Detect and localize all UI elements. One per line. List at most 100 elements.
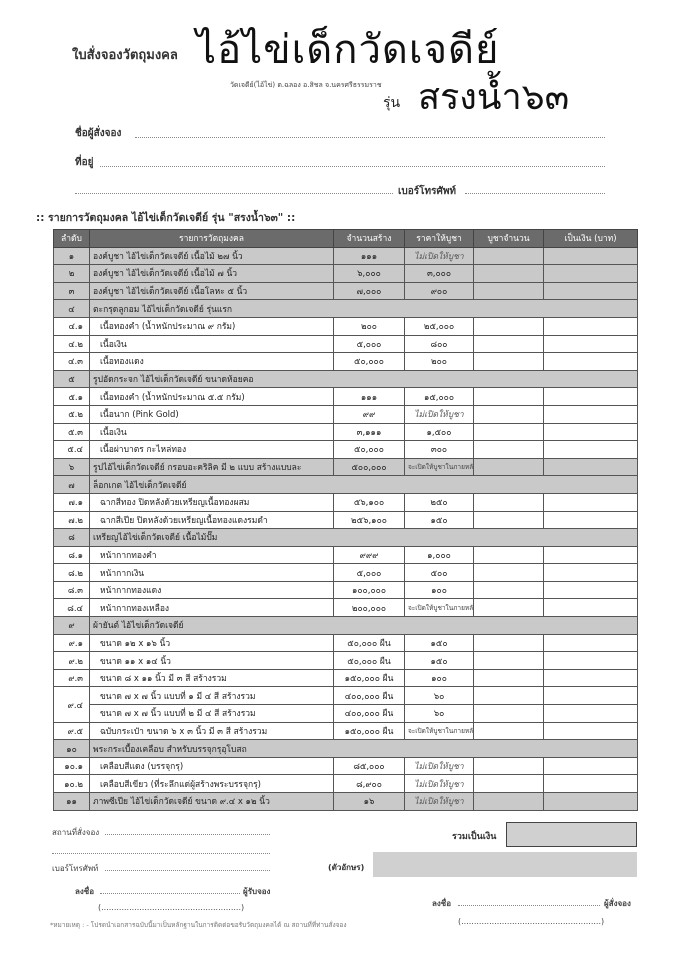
order-qty-cell[interactable] — [473, 651, 544, 670]
row-number: ๙.๕ — [53, 721, 90, 741]
amount-cell[interactable] — [543, 756, 638, 776]
total-box[interactable] — [506, 822, 637, 847]
row-number: ๙ — [53, 616, 90, 635]
amount-cell[interactable] — [543, 246, 638, 266]
table-row: ๖รูปไอ้ไข่เด็กวัดเจดีย์ กรอบอะคริลิค มี … — [53, 457, 638, 477]
amount-cell[interactable] — [543, 264, 638, 283]
col-header-item: รายการวัตถุมงคล — [89, 229, 334, 248]
address-field-line2[interactable] — [75, 193, 393, 194]
amount-cell[interactable] — [543, 281, 638, 301]
amount-cell[interactable] — [543, 563, 638, 582]
amount-cell[interactable] — [543, 316, 638, 336]
temple-address: วัดเจดีย์(ไอ้ไข่) ต.ฉลอง อ.สิชล จ.นครศรี… — [230, 81, 382, 89]
order-qty-cell[interactable] — [473, 246, 544, 266]
price-text: ๑,๐๐๐ — [427, 550, 451, 561]
order-qty-cell[interactable] — [473, 704, 544, 723]
phone-label: เบอร์โทรศัพท์ — [398, 186, 457, 197]
order-qty-cell[interactable] — [473, 792, 544, 811]
amount-cell[interactable] — [543, 334, 638, 354]
amount-cell[interactable] — [543, 404, 638, 424]
order-qty-cell[interactable] — [473, 352, 544, 371]
section-row: ๔ตะกรุดลูกอม ไอ้ไข่เด็กวัดเจดีย์ รุ่นแรก — [53, 299, 638, 318]
order-qty-cell[interactable] — [473, 440, 544, 459]
table-header-row: ลำดับ รายการวัตถุมงคล จำนวนสร้าง ราคาให้… — [53, 229, 638, 248]
item-quantity: ๔๐๐,๐๐๐ ผืน — [333, 704, 405, 723]
amount-cell[interactable] — [543, 545, 638, 565]
amount-cell[interactable] — [543, 440, 638, 459]
amount-cell[interactable] — [543, 633, 638, 653]
row-number: ๘ — [53, 528, 90, 547]
order-qty-cell[interactable] — [473, 404, 544, 424]
footer-phone-field[interactable] — [105, 870, 270, 871]
item-name: เนื้อนาก (Pink Gold) — [89, 404, 334, 424]
price-text: ๑๐๐ — [431, 586, 447, 597]
orderer-name-field[interactable]: (.......................................… — [458, 917, 605, 926]
order-qty-cell[interactable] — [473, 492, 544, 512]
order-qty-cell[interactable] — [473, 264, 544, 283]
order-qty-cell[interactable] — [473, 457, 544, 477]
amount-cell[interactable] — [543, 457, 638, 477]
order-qty-cell[interactable] — [473, 422, 544, 442]
order-qty-cell[interactable] — [473, 281, 544, 301]
item-name: รูปไอ้ไข่เด็กวัดเจดีย์ กรอบอะคริลิค มี ๒… — [89, 457, 334, 477]
table-row: ๘.๔ หน้ากากทองเหลือง ๒๐๐,๐๐๐ จะเปิดให้บูชาใ… — [53, 598, 638, 618]
order-qty-cell[interactable] — [473, 598, 544, 618]
order-qty-cell[interactable] — [473, 633, 544, 653]
price-text: ๓,๐๐๐ — [426, 269, 452, 280]
amount-cell[interactable] — [543, 686, 638, 706]
row-number: ๕.๔ — [53, 440, 90, 459]
table-row: ๕.๒ เนื้อนาก (Pink Gold) ๙๙ ไม่เปิดให้บูชา — [53, 404, 638, 424]
row-number: ๗.๑ — [53, 492, 90, 512]
amount-cell[interactable] — [543, 704, 638, 723]
item-quantity: ๑๑๑ — [333, 246, 405, 266]
amount-cell[interactable] — [543, 598, 638, 618]
item-name: เนื้อเงิน — [89, 334, 334, 354]
order-qty-cell[interactable] — [473, 334, 544, 354]
amount-cell[interactable] — [543, 774, 638, 793]
address-field[interactable] — [100, 166, 605, 167]
order-qty-cell[interactable] — [473, 686, 544, 706]
order-qty-cell[interactable] — [473, 774, 544, 793]
order-qty-cell[interactable] — [473, 545, 544, 565]
item-name: เนื้อเงิน — [89, 422, 334, 442]
table-row: ๑องค์บูชา ไอ้ไข่เด็กวัดเจดีย์ เนื้อไม้ ๒… — [53, 246, 638, 266]
section-title: ผ้ายันต์ ไอ้ไข่เด็กวัดเจดีย์ — [89, 616, 638, 635]
order-qty-cell[interactable] — [473, 387, 544, 406]
receiver-sign-field[interactable] — [100, 893, 240, 894]
place-field[interactable] — [105, 834, 270, 835]
phone-field[interactable] — [465, 193, 605, 194]
order-qty-cell[interactable] — [473, 668, 544, 688]
item-name: เนื้อผ่าบาตร กะไหล่ทอง — [89, 440, 334, 459]
name-field[interactable] — [135, 137, 605, 138]
item-quantity: ๗,๐๐๐ — [333, 281, 405, 301]
row-number: ๙.๑ — [53, 633, 90, 653]
order-qty-cell[interactable] — [473, 316, 544, 336]
place-label: สถานที่สั่งจอง — [52, 828, 100, 837]
item-name: องค์บูชา ไอ้ไข่เด็กวัดเจดีย์ เนื้อไม้ ๒๗… — [89, 246, 334, 266]
item-quantity: ๕๐,๐๐๐ — [333, 440, 405, 459]
amount-cell[interactable] — [543, 580, 638, 600]
table-row: ๙.๓ ขนาด ๘ x ๑๑ นิ้ว มี ๓ สี สร้างรวม ๑๕๐,… — [53, 668, 638, 688]
receiver-name-field[interactable]: (.......................................… — [98, 903, 245, 912]
order-qty-cell[interactable] — [473, 721, 544, 741]
order-qty-cell[interactable] — [473, 580, 544, 600]
place-field-line2[interactable] — [52, 853, 270, 854]
item-name: หน้ากากทองเหลือง — [89, 598, 334, 618]
amount-cell[interactable] — [543, 422, 638, 442]
amount-cell[interactable] — [543, 668, 638, 688]
item-name: เคลือบสีแดง (บรรจุกรุ) — [89, 756, 334, 776]
amount-cell[interactable] — [543, 510, 638, 530]
amount-cell[interactable] — [543, 651, 638, 670]
brand-logo-text: ไอ้ไข่เด็กวัดเจดีย์ — [196, 27, 500, 73]
amount-in-words-box[interactable] — [373, 852, 637, 877]
amount-cell[interactable] — [543, 492, 638, 512]
amount-cell[interactable] — [543, 387, 638, 406]
amount-cell[interactable] — [543, 721, 638, 741]
order-qty-cell[interactable] — [473, 563, 544, 582]
order-qty-cell[interactable] — [473, 510, 544, 530]
orderer-sign-field[interactable] — [458, 905, 600, 906]
amount-cell[interactable] — [543, 792, 638, 811]
amount-cell[interactable] — [543, 352, 638, 371]
footnote: *หมายเหตุ : - โปรดนำเอกสารฉบับนี้มาเป็นห… — [50, 921, 347, 929]
order-qty-cell[interactable] — [473, 756, 544, 776]
